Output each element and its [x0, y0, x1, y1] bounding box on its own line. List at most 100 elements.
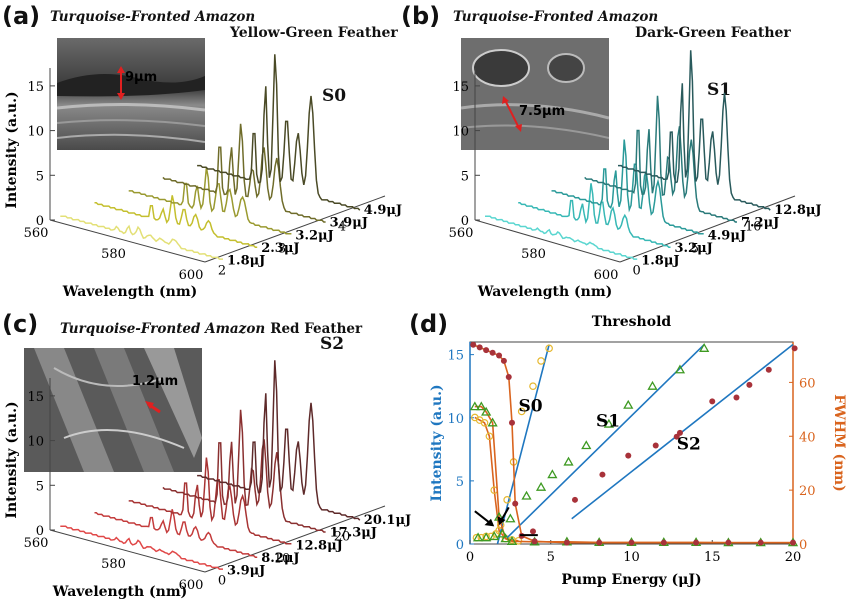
wavelength-axis-line: [474, 219, 621, 263]
x-tick-label: 10: [623, 550, 640, 565]
series-label-S1: S1: [596, 412, 620, 432]
intensity-point: [497, 528, 508, 538]
panel-c: (c) Turquoise-Fronted Amazon Red Feather…: [0, 302, 425, 604]
fwhm-point: [500, 533, 511, 543]
spectrum-line-1: [60, 215, 223, 260]
fwhm-point: [693, 539, 700, 546]
y-tick-label: 5: [461, 169, 469, 184]
intensity-point: [517, 407, 526, 416]
energy-label-5: 12.8μJ: [774, 203, 821, 218]
x-tick-label: 20: [785, 550, 802, 565]
sem-image-a: 9μm: [57, 38, 205, 150]
energy-label-2: 8.2μJ: [261, 551, 299, 566]
feather-title-b: Dark-Green Feather: [635, 25, 791, 41]
y-axis-label: Intensity (a.u.): [4, 401, 20, 518]
intensity-point: [599, 471, 606, 478]
spectrum-line-4: [162, 409, 326, 533]
fwhm-point: [563, 539, 570, 546]
y-tick-label: 0: [36, 524, 44, 539]
plot-frame: [469, 341, 794, 545]
fwhm-point: [496, 352, 503, 359]
species-title-a: Turquoise-Fronted Amazon: [50, 9, 256, 25]
energy-tick-label: 3: [278, 242, 286, 257]
energy-label-4: 3.9μJ: [330, 216, 368, 231]
intensity-point: [676, 429, 683, 436]
panel-label-a: (a): [2, 2, 41, 30]
y2-tick-label: 20: [799, 484, 816, 499]
intensity-point: [503, 496, 511, 504]
intensity-point: [746, 381, 753, 388]
x-tick-label: 560: [24, 226, 49, 241]
fwhm-point: [500, 357, 507, 364]
threshold-arrowhead-2: [497, 516, 506, 526]
y-tick-label: 15: [452, 80, 469, 95]
y-tick-label: 15: [447, 349, 464, 364]
energy-tick-label: 20: [334, 530, 351, 545]
y-tick-label: 10: [452, 125, 469, 140]
waterfall-chart-c: 0 5 10 15 560 580 600 0 10 20 Wavelength (nm) Inten…: [4, 360, 411, 600]
series-label-S0: S0: [518, 396, 542, 416]
x-tick-label: 580: [101, 557, 126, 572]
series-S2: [470, 341, 798, 546]
spectrum-line-4: [584, 95, 737, 223]
intensity-point: [563, 456, 574, 466]
y-tick-label: 0: [36, 214, 44, 229]
series-label-S2: S2: [677, 434, 701, 454]
intensity-fit-S1: [506, 343, 705, 539]
panel-a: (a) Turquoise-Fronted Amazon Yellow-Gree…: [0, 0, 425, 302]
intensity-point: [481, 532, 492, 542]
x-tick-label: 580: [521, 247, 546, 262]
intensity-point: [709, 398, 716, 405]
x-tick-label: 600: [594, 268, 619, 283]
energy-label-5: 4.9μJ: [364, 203, 402, 218]
energy-label-3: 3.2μJ: [295, 228, 333, 243]
panel-label-d: (d): [409, 310, 449, 338]
intensity-point: [765, 366, 772, 373]
y-tick-label: 5: [36, 169, 44, 184]
sem-texture-c: [24, 348, 202, 472]
fwhm-point: [470, 341, 477, 348]
intensity-point: [699, 343, 710, 352]
intensity-point: [529, 528, 536, 535]
spectrum-line-2: [518, 183, 671, 249]
fwhm-point: [628, 539, 635, 546]
x-tick-label: 560: [449, 226, 474, 241]
energy-label-5: 20.1μJ: [364, 513, 411, 528]
fwhm-point: [489, 349, 496, 356]
x-tick-label: 15: [704, 550, 721, 565]
fwhm-point: [505, 374, 512, 381]
intensity-point: [647, 380, 658, 390]
energy-tick-label: 0: [218, 574, 226, 589]
energy-tick-label: 10: [745, 220, 762, 235]
fwhm-point: [757, 539, 764, 546]
intensity-point: [545, 344, 553, 353]
scale-label-a: 9μm: [125, 70, 158, 85]
fwhm-point: [596, 539, 603, 546]
intensity-point: [535, 481, 547, 491]
x-tick-label: 580: [101, 247, 126, 262]
x-tick-label: 600: [179, 268, 204, 283]
fwhm-point: [476, 401, 487, 411]
energy-tick-label: 2: [218, 264, 226, 279]
x-axis-label: Wavelength (nm): [52, 584, 188, 600]
feather-title-c: Red Feather: [270, 321, 363, 337]
intensity-point: [581, 440, 592, 450]
y2-tick-label: 40: [799, 430, 816, 445]
spectrum-line-5: [197, 360, 361, 521]
intensity-point: [571, 496, 578, 503]
x-tick-label: 0: [466, 550, 474, 565]
intensity-point: [674, 364, 686, 374]
spectrum-line-2: [94, 195, 258, 249]
wavelength-axis-line: [49, 529, 206, 573]
energy-label-1: 1.8μJ: [641, 253, 679, 268]
series-S1: [469, 343, 799, 547]
x-axis-label: Wavelength (nm): [477, 284, 613, 300]
sem-texture-a: [57, 38, 205, 150]
fwhm-point: [485, 432, 494, 441]
intensity-point: [529, 382, 537, 390]
spectrum-line-3: [551, 139, 704, 235]
spectrum-line-5: [618, 50, 771, 211]
energy-tick-label: 4: [338, 220, 346, 235]
intensity-point: [603, 418, 615, 428]
